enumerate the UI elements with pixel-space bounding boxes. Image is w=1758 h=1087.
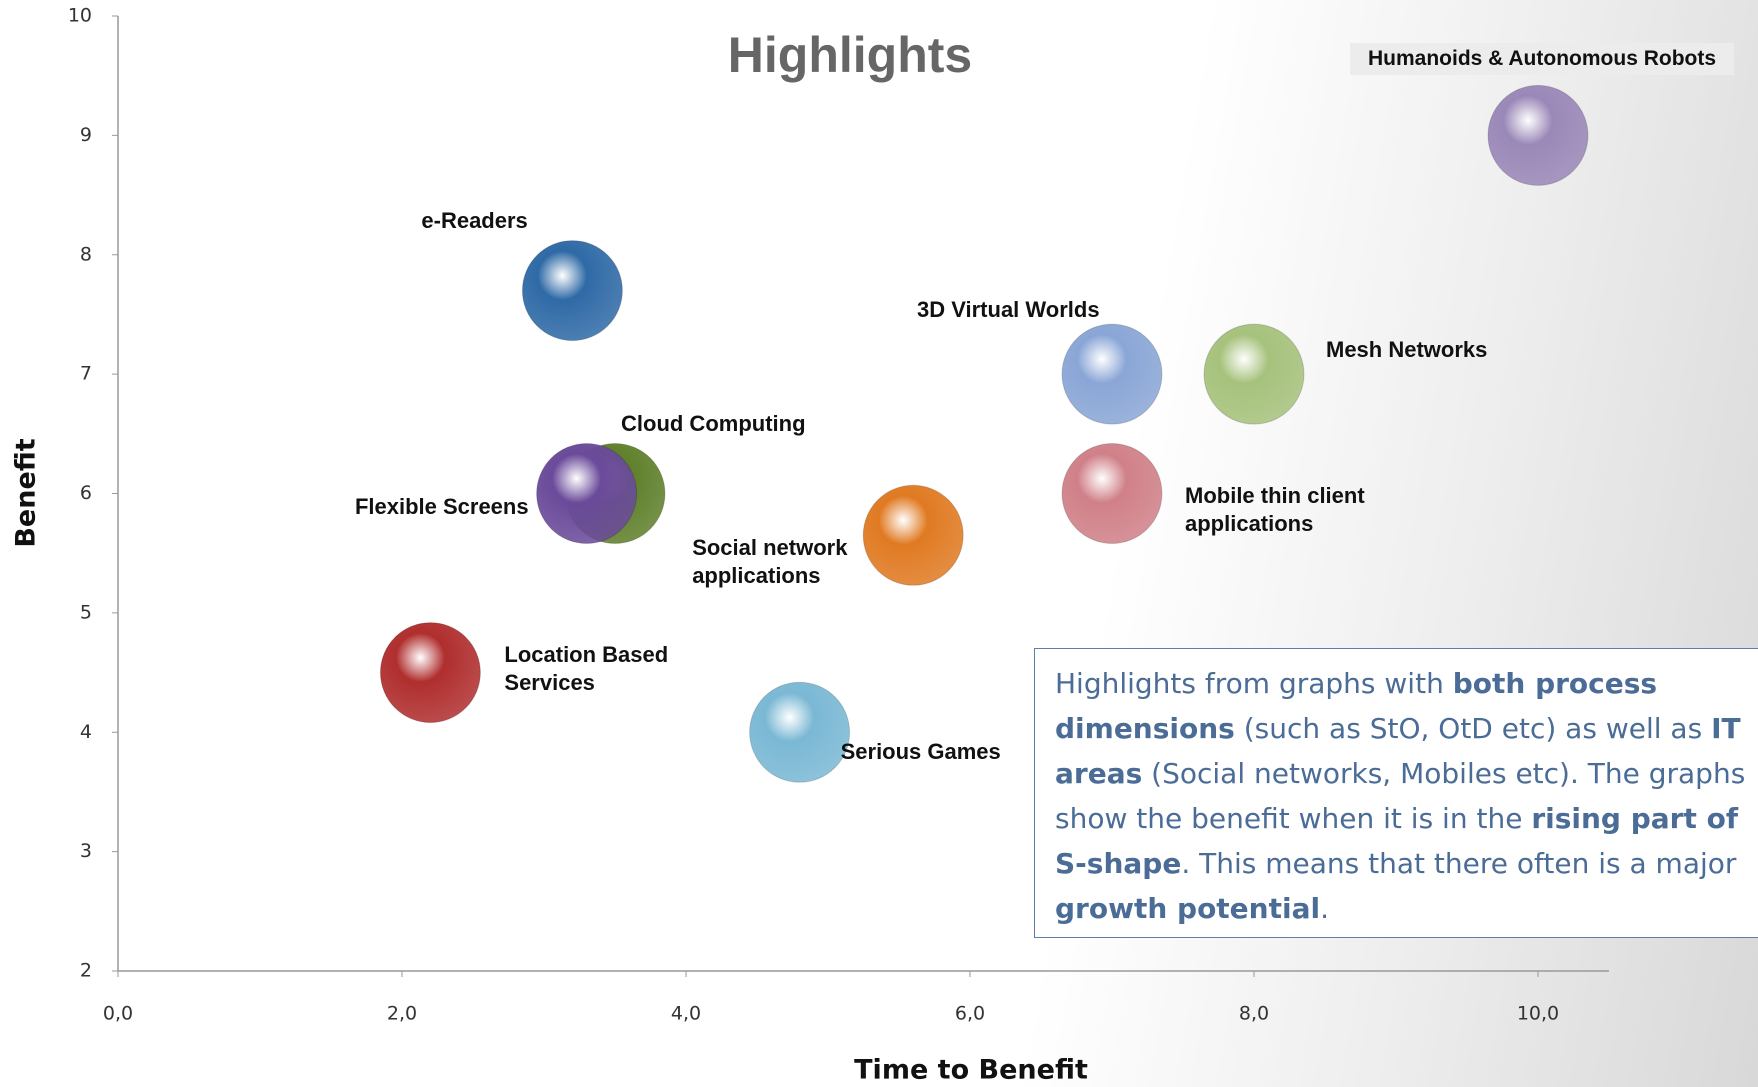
bubble-label: Flexible Screens bbox=[354, 493, 529, 519]
x-tick-label: 4,0 bbox=[671, 1003, 701, 1025]
note-text: . This means that there often is a major bbox=[1181, 847, 1737, 880]
bubble-label: 3D Virtual Worlds bbox=[917, 297, 1100, 323]
bubble bbox=[1061, 443, 1163, 544]
y-tick-label: 6 bbox=[80, 482, 92, 504]
y-tick-label: 5 bbox=[80, 601, 92, 623]
y-axis-title: Benefit bbox=[11, 438, 42, 547]
note-text: (such as StO, OtD etc) as well as bbox=[1234, 712, 1712, 745]
chart-title: Highlights bbox=[727, 27, 973, 83]
bubble bbox=[1487, 84, 1589, 186]
y-tick-label: 4 bbox=[80, 721, 92, 743]
note-text: growth potential bbox=[1055, 892, 1321, 925]
bubble bbox=[1203, 323, 1305, 425]
bubble bbox=[521, 240, 623, 342]
note-text: both process dimensions bbox=[1055, 667, 1658, 745]
y-tick-label: 10 bbox=[68, 5, 92, 27]
x-tick-label: 2,0 bbox=[387, 1003, 417, 1025]
x-tick-label: 6,0 bbox=[955, 1003, 985, 1025]
y-tick-label: 8 bbox=[80, 243, 92, 265]
x-tick-label: 0,0 bbox=[103, 1003, 133, 1025]
y-tick-label: 2 bbox=[80, 960, 92, 982]
bubble-label: Social network applications bbox=[692, 535, 848, 589]
bubble bbox=[536, 443, 638, 544]
note-text: . bbox=[1320, 892, 1329, 925]
x-axis-title: Time to Benefit bbox=[854, 1055, 1088, 1086]
y-tick-label: 3 bbox=[80, 840, 92, 862]
bubble bbox=[862, 484, 964, 586]
y-tick-label: 9 bbox=[80, 124, 92, 146]
bubble bbox=[1061, 323, 1163, 425]
note-box: Highlights from graphs with both process… bbox=[1034, 648, 1758, 938]
bubble-label: Mobile thin client applications bbox=[1185, 482, 1365, 536]
bubble bbox=[749, 681, 851, 783]
bubble-label: Mesh Networks bbox=[1326, 337, 1488, 363]
bubble-label: Cloud Computing bbox=[621, 410, 806, 436]
note-text: Highlights from graphs with bbox=[1055, 667, 1453, 700]
bubble bbox=[379, 622, 481, 724]
bubble-label: e-Readers bbox=[421, 207, 528, 233]
bubble-label: Serious Games bbox=[840, 739, 1001, 765]
x-tick-label: 10,0 bbox=[1517, 1003, 1559, 1025]
x-tick-label: 8,0 bbox=[1239, 1003, 1269, 1025]
bubble-label: Humanoids & Autonomous Robots bbox=[1350, 43, 1735, 76]
note-text: IT areas bbox=[1055, 712, 1741, 790]
note-text: (Social networks, Mobiles etc). The grap… bbox=[1055, 757, 1746, 835]
bubble-label: Location Based Services bbox=[504, 641, 669, 695]
note-text: rising part of S-shape bbox=[1055, 802, 1739, 880]
y-tick-label: 7 bbox=[80, 363, 92, 385]
